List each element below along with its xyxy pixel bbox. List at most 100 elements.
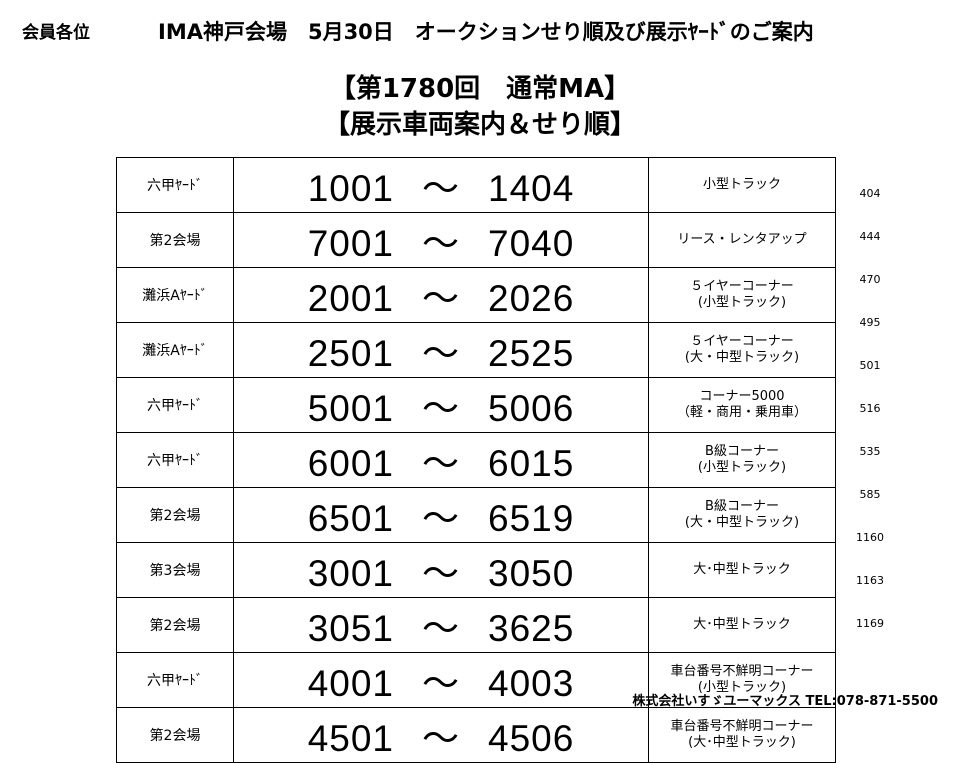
category-line: ５イヤーコーナー bbox=[690, 334, 794, 349]
venue-cell: 第2会場 bbox=[116, 707, 234, 763]
footer: 株式会社いすゞユーマックス TEL:078-871-5500 bbox=[632, 690, 938, 709]
range-end: 6015 bbox=[488, 443, 575, 484]
range-end: 4003 bbox=[488, 663, 575, 704]
section-title: 【展示車両案内＆せり順】 bbox=[323, 110, 636, 140]
range-separator: ～ bbox=[422, 223, 460, 264]
range-separator: ～ bbox=[422, 443, 460, 484]
company-name: 株式会社いすゞユーマックス bbox=[632, 694, 801, 709]
range-start: 2501 bbox=[307, 333, 394, 374]
cumulative-count: 470 bbox=[859, 273, 881, 286]
category-line: (小型トラック) bbox=[697, 460, 787, 475]
lot-range-cell: 2501 ～ 2525 bbox=[233, 322, 649, 378]
range-separator: ～ bbox=[422, 608, 460, 649]
cumulative-count: 585 bbox=[859, 488, 881, 501]
lot-range-cell: 3001 ～ 3050 bbox=[233, 542, 649, 598]
venue-cell: 第2会場 bbox=[116, 487, 234, 543]
category-line: 小型トラック bbox=[702, 177, 781, 192]
cumulative-count: 501 bbox=[859, 359, 881, 372]
cumulative-count: 1163 bbox=[856, 574, 884, 587]
lot-range-cell: 1001 ～ 1404 bbox=[233, 157, 649, 213]
lot-range-cell: 6501 ～ 6519 bbox=[233, 487, 649, 543]
table-row: 六甲ﾔｰﾄﾞ 6001 ～ 6015 B級コーナー (小型トラック) bbox=[116, 432, 836, 488]
category-line: (小型トラック) bbox=[697, 680, 787, 695]
range-start: 2001 bbox=[307, 278, 394, 319]
category-cell: コーナー5000 （軽・商用・乗用車） bbox=[648, 377, 836, 433]
lot-range-cell: 3051 ～ 3625 bbox=[233, 597, 649, 653]
cumulative-count: 1160 bbox=[856, 531, 884, 544]
category-line: B級コーナー bbox=[705, 499, 779, 514]
category-line: リース・レンタアップ bbox=[677, 232, 807, 247]
category-cell: 車台番号不鮮明コーナー (小型トラック) bbox=[648, 652, 836, 708]
range-start: 3051 bbox=[307, 608, 394, 649]
range-end: 7040 bbox=[488, 223, 575, 264]
range-start: 4501 bbox=[307, 718, 394, 759]
category-line: 大･中型トラック bbox=[693, 617, 791, 632]
cumulative-count: 404 bbox=[859, 187, 881, 200]
range-end: 2026 bbox=[488, 278, 575, 319]
category-line: B級コーナー bbox=[705, 444, 779, 459]
category-line: ５イヤーコーナー bbox=[690, 279, 794, 294]
cumulative-count: 535 bbox=[859, 445, 881, 458]
range-separator: ～ bbox=[422, 333, 460, 374]
category-line: (小型トラック) bbox=[697, 295, 787, 310]
range-end: 5006 bbox=[488, 388, 575, 429]
lot-range-cell: 5001 ～ 5006 bbox=[233, 377, 649, 433]
category-cell: B級コーナー (小型トラック) bbox=[648, 432, 836, 488]
range-separator: ～ bbox=[422, 388, 460, 429]
venue-cell: 六甲ﾔｰﾄﾞ bbox=[116, 377, 234, 433]
table-row: 第3会場 3001 ～ 3050 大･中型トラック bbox=[116, 542, 836, 598]
category-cell: ５イヤーコーナー (大・中型トラック) bbox=[648, 322, 836, 378]
table-row: 灘浜Aﾔｰﾄﾞ 2501 ～ 2525 ５イヤーコーナー (大・中型トラック) bbox=[116, 322, 836, 378]
cumulative-count: 444 bbox=[859, 230, 881, 243]
range-end: 3050 bbox=[488, 553, 575, 594]
category-line: （軽・商用・乗用車） bbox=[676, 405, 807, 420]
cumulative-count: 495 bbox=[859, 316, 881, 329]
range-end: 4506 bbox=[488, 718, 575, 759]
table-row: 六甲ﾔｰﾄﾞ 5001 ～ 5006 コーナー5000 （軽・商用・乗用車） bbox=[116, 377, 836, 433]
category-cell: リース・レンタアップ bbox=[648, 212, 836, 268]
category-cell: B級コーナー (大・中型トラック) bbox=[648, 487, 836, 543]
range-start: 4001 bbox=[307, 663, 394, 704]
table-row: 六甲ﾔｰﾄﾞ 4001 ～ 4003 車台番号不鮮明コーナー (小型トラック) bbox=[116, 652, 836, 708]
range-separator: ～ bbox=[422, 663, 460, 704]
category-line: (大・中型トラック) bbox=[684, 350, 800, 365]
venue-cell: 六甲ﾔｰﾄﾞ bbox=[116, 652, 234, 708]
category-line: 大･中型トラック bbox=[693, 562, 791, 577]
telephone: TEL:078-871-5500 bbox=[805, 694, 938, 709]
venue-cell: 第2会場 bbox=[116, 597, 234, 653]
category-cell: 大･中型トラック bbox=[648, 542, 836, 598]
cumulative-count: 516 bbox=[859, 402, 881, 415]
range-start: 3001 bbox=[307, 553, 394, 594]
range-start: 6001 bbox=[307, 443, 394, 484]
range-separator: ～ bbox=[422, 718, 460, 759]
cumulative-count: 1169 bbox=[856, 617, 884, 630]
lot-range-cell: 4001 ～ 4003 bbox=[233, 652, 649, 708]
range-end: 1404 bbox=[488, 168, 575, 209]
lot-range-cell: 2001 ～ 2026 bbox=[233, 267, 649, 323]
range-end: 3625 bbox=[488, 608, 575, 649]
category-line: (大･中型トラック) bbox=[688, 735, 796, 750]
category-cell: 大･中型トラック bbox=[648, 597, 836, 653]
lot-range-cell: 4501 ～ 4506 bbox=[233, 707, 649, 763]
recipient-label: 会員各位 bbox=[22, 23, 90, 43]
venue-cell: 第2会場 bbox=[116, 212, 234, 268]
table-row: 六甲ﾔｰﾄﾞ 1001 ～ 1404 小型トラック bbox=[116, 157, 836, 213]
auction-title: 【第1780回 通常MA】 bbox=[329, 74, 631, 104]
range-end: 2525 bbox=[488, 333, 575, 374]
category-cell: 車台番号不鮮明コーナー (大･中型トラック) bbox=[648, 707, 836, 763]
venue-cell: 第3会場 bbox=[116, 542, 234, 598]
venue-cell: 灘浜Aﾔｰﾄﾞ bbox=[116, 322, 234, 378]
lot-range-cell: 6001 ～ 6015 bbox=[233, 432, 649, 488]
category-line: 車台番号不鮮明コーナー bbox=[670, 664, 814, 679]
lot-range-cell: 7001 ～ 7040 bbox=[233, 212, 649, 268]
table-row: 第2会場 3051 ～ 3625 大･中型トラック bbox=[116, 597, 836, 653]
range-start: 6501 bbox=[307, 498, 394, 539]
range-start: 5001 bbox=[307, 388, 394, 429]
category-line: 車台番号不鮮明コーナー bbox=[670, 719, 814, 734]
venue-cell: 六甲ﾔｰﾄﾞ bbox=[116, 157, 234, 213]
range-start: 1001 bbox=[307, 168, 394, 209]
range-start: 7001 bbox=[307, 223, 394, 264]
category-cell: 小型トラック bbox=[648, 157, 836, 213]
range-end: 6519 bbox=[488, 498, 575, 539]
range-separator: ～ bbox=[422, 498, 460, 539]
